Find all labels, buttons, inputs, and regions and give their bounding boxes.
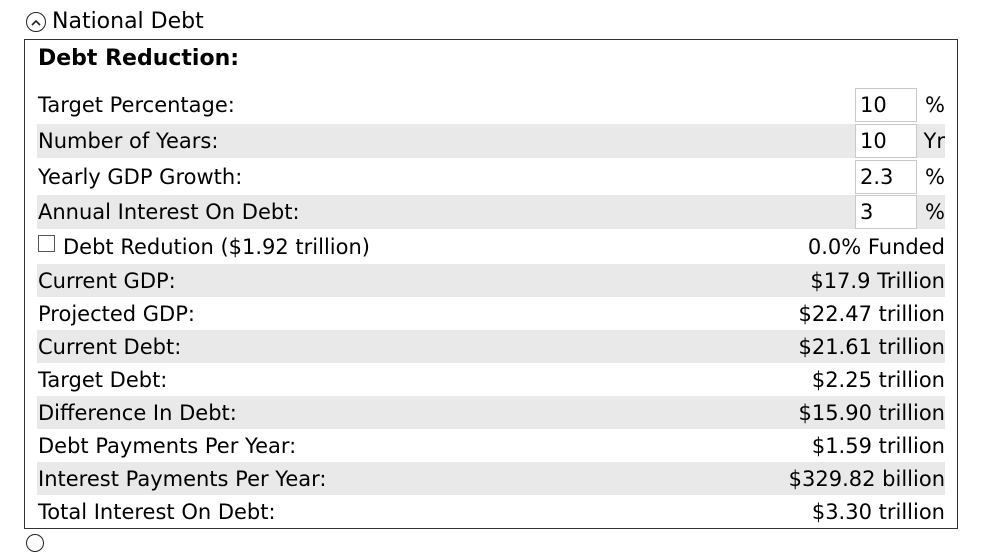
row-interest-payments-per-year: Interest Payments Per Year: $329.82 bill… xyxy=(37,462,945,495)
debt-payments-per-year-value: $1.59 trillion xyxy=(811,433,945,458)
current-debt-value: $21.61 trillion xyxy=(798,334,945,359)
current-gdp-value: $17.9 Trillion xyxy=(810,268,945,293)
row-yearly-gdp-growth: Yearly GDP Growth: % xyxy=(37,160,945,194)
row-projected-gdp: Projected GDP: $22.47 trillion xyxy=(37,297,945,330)
debt-reduction-checkbox[interactable] xyxy=(38,234,55,252)
years-unit: Yr xyxy=(923,129,945,153)
annual-interest-input[interactable] xyxy=(855,195,917,229)
target-percentage-label: Target Percentage: xyxy=(38,93,235,117)
row-target-percentage: Target Percentage: % xyxy=(37,88,945,122)
interest-payments-per-year-label: Interest Payments Per Year: xyxy=(38,466,327,491)
chevron-up-circle-icon[interactable] xyxy=(26,12,46,32)
funded-status: 0.0% Funded xyxy=(807,235,945,259)
panel-title: Debt Reduction: xyxy=(38,46,240,71)
row-debt-reduction-checkbox: Debt Redution ($1.92 trillion) 0.0% Fund… xyxy=(37,231,945,263)
projected-gdp-value: $22.47 trillion xyxy=(798,301,945,326)
number-of-years-input[interactable] xyxy=(855,124,917,158)
difference-in-debt-label: Difference In Debt: xyxy=(38,400,237,425)
debt-payments-per-year-label: Debt Payments Per Year: xyxy=(38,433,297,458)
row-difference-in-debt: Difference In Debt: $15.90 trillion xyxy=(37,396,945,429)
current-debt-label: Current Debt: xyxy=(38,334,182,359)
debt-reduction-checkbox-wrap[interactable]: Debt Redution ($1.92 trillion) xyxy=(37,234,370,259)
target-debt-value: $2.25 trillion xyxy=(811,367,945,392)
row-debt-payments-per-year: Debt Payments Per Year: $1.59 trillion xyxy=(37,429,945,462)
row-current-gdp: Current GDP: $17.9 Trillion xyxy=(37,264,945,297)
row-current-debt: Current Debt: $21.61 trillion xyxy=(37,330,945,363)
percent-unit: % xyxy=(917,165,945,189)
debt-reduction-panel: Debt Reduction: Target Percentage: % Num… xyxy=(24,39,958,529)
row-target-debt: Target Debt: $2.25 trillion xyxy=(37,363,945,396)
next-section-collapse-icon[interactable] xyxy=(26,534,44,552)
number-of-years-label: Number of Years: xyxy=(38,129,219,153)
debt-reduction-checkbox-label: Debt Redution ($1.92 trillion) xyxy=(63,235,370,259)
target-debt-label: Target Debt: xyxy=(38,367,168,392)
difference-in-debt-value: $15.90 trillion xyxy=(798,400,945,425)
section-header-national-debt[interactable]: National Debt xyxy=(26,8,204,36)
percent-unit: % xyxy=(925,200,945,224)
current-gdp-label: Current GDP: xyxy=(38,268,176,293)
interest-payments-per-year-value: $329.82 billion xyxy=(788,466,945,491)
projected-gdp-label: Projected GDP: xyxy=(38,301,195,326)
row-annual-interest: Annual Interest On Debt: % xyxy=(37,195,945,229)
section-title: National Debt xyxy=(52,9,204,34)
annual-interest-label: Annual Interest On Debt: xyxy=(38,200,300,224)
target-percentage-input[interactable] xyxy=(855,88,917,122)
total-interest-on-debt-value: $3.30 trillion xyxy=(811,499,945,524)
percent-unit: % xyxy=(917,93,945,117)
row-number-of-years: Number of Years: Yr xyxy=(37,124,945,158)
row-total-interest-on-debt: Total Interest On Debt: $3.30 trillion xyxy=(37,495,945,528)
total-interest-on-debt-label: Total Interest On Debt: xyxy=(38,499,276,524)
yearly-gdp-growth-input[interactable] xyxy=(855,160,917,194)
yearly-gdp-growth-label: Yearly GDP Growth: xyxy=(38,165,243,189)
